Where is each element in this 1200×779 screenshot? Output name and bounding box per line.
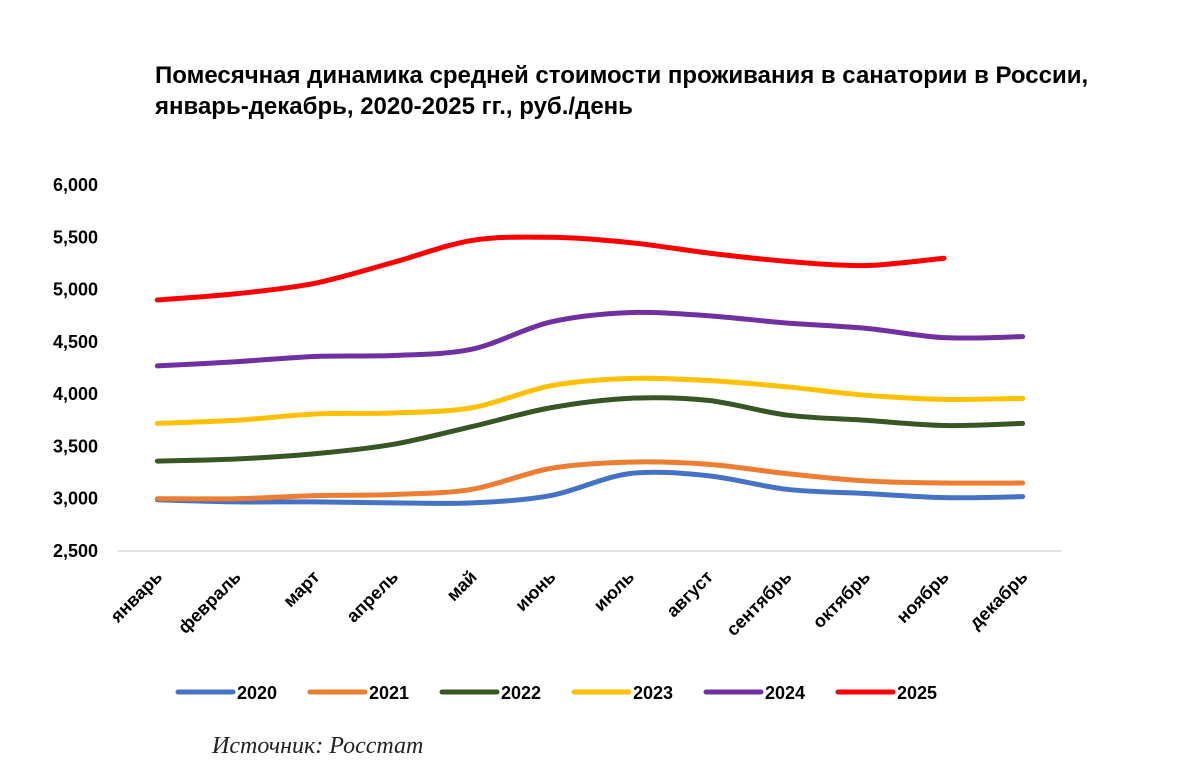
legend-label-2021: 2021 xyxy=(369,683,409,703)
x-tick-labels: январь февраль март апрель май июнь июль август… xyxy=(106,567,1032,640)
x-tick-label: январь xyxy=(106,567,166,627)
legend-label-2024: 2024 xyxy=(765,683,805,703)
legend-label-2020: 2020 xyxy=(237,683,277,703)
y-tick-labels: 2,500 3,000 3,500 4,000 4,500 5,000 5,500 6,000 xyxy=(53,175,98,561)
y-tick-label: 4,000 xyxy=(53,384,98,404)
x-tick-label: декабрь xyxy=(965,567,1031,633)
y-tick-label: 6,000 xyxy=(53,175,98,195)
series-line-2022 xyxy=(154,395,1026,464)
series-line-2024 xyxy=(154,309,1026,369)
series-lines xyxy=(154,234,1026,506)
x-tick-label: август xyxy=(662,567,717,622)
y-tick-label: 2,500 xyxy=(53,541,98,561)
x-tick-label: октябрь xyxy=(809,567,874,632)
chart-title: Помесячная динамика средней стоимости пр… xyxy=(155,62,1089,120)
x-tick-label: март xyxy=(279,567,323,611)
x-tick-label: апрель xyxy=(342,567,402,627)
legend-label-2025: 2025 xyxy=(897,683,937,703)
x-tick-label: ноябрь xyxy=(893,567,953,627)
x-tick-label: февраль xyxy=(174,567,245,638)
x-tick-label: май xyxy=(443,567,481,605)
series-line-2023 xyxy=(154,375,1026,426)
series-line-2025 xyxy=(154,234,947,303)
y-tick-label: 5,500 xyxy=(53,227,98,247)
y-tick-label: 4,500 xyxy=(53,332,98,352)
legend-label-2023: 2023 xyxy=(633,683,673,703)
x-tick-label: июль xyxy=(590,567,638,615)
legend-label-2022: 2022 xyxy=(501,683,541,703)
y-tick-label: 5,000 xyxy=(53,280,98,300)
series-line-2020 xyxy=(154,469,1026,506)
y-tick-label: 3,500 xyxy=(53,436,98,456)
x-tick-label: сентябрь xyxy=(722,567,795,640)
x-tick-label: июнь xyxy=(511,567,559,615)
source-note: Источник: Росстат xyxy=(212,733,424,759)
y-tick-label: 3,000 xyxy=(53,489,98,509)
series-line-2021 xyxy=(154,459,1026,502)
legend: 2020 2021 2022 2023 2024 2025 xyxy=(175,683,937,703)
